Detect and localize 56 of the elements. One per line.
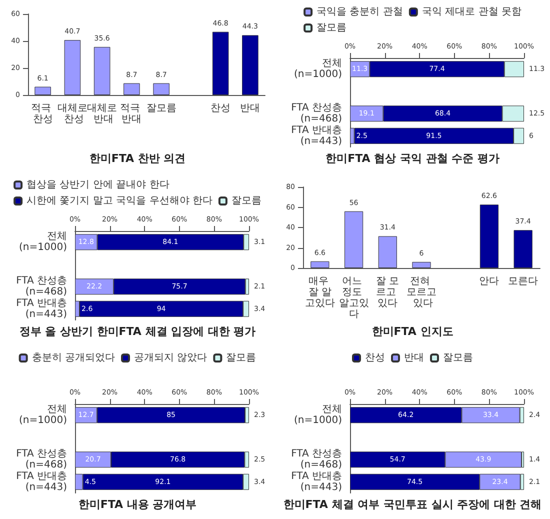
legend-label: 시한에 쫓기지 말고 국익을 우선해야 한다	[26, 196, 212, 206]
y-tick-label: FTA 찬성층(n=468)	[16, 276, 68, 298]
x-tick-label: 적극 찬성	[31, 103, 54, 125]
text: 한미FTA 찬반 의견	[89, 152, 186, 165]
x-tick-label: 대체로 반대	[87, 103, 118, 125]
legend-label: 잘모름	[231, 196, 262, 206]
bar	[34, 86, 51, 95]
text: 한미FTA 인지도	[372, 325, 454, 338]
bar	[153, 83, 170, 95]
x-tick-label: 반대	[240, 103, 260, 114]
y-tick-label: FTA 찬성층(n=468)	[16, 448, 68, 471]
bar	[94, 46, 110, 95]
x-tick-label: 어느 정도 알고있다	[338, 276, 369, 320]
bar	[480, 204, 499, 268]
bar	[378, 236, 397, 268]
text: 정부 올 상반기 한미FTA 체결 입장에 대한 평가	[19, 325, 256, 338]
text: 한미FTA 협상 국익 관철 수준 평가	[326, 152, 500, 165]
legend-label: 공개되지 않았다	[134, 352, 208, 364]
text: 한미FTA 내용 공개여부	[78, 498, 197, 511]
legend-label: 잘모름	[443, 352, 473, 364]
y-tick-label: 전체(n=1000)	[294, 404, 342, 426]
y-tick-label: 전체(n=1000)	[294, 58, 342, 80]
bar	[344, 211, 364, 268]
x-tick-label: 매우 잘 알고있다	[304, 276, 335, 309]
y-tick-label: FTA 반대층(n=443)	[16, 470, 68, 493]
bar	[310, 261, 330, 268]
legend-label: 국익 제대로 관철 못함	[422, 6, 522, 18]
x-tick-label: 전혀 모르고 있다	[406, 276, 436, 309]
x-tick-label: 잘 모르고 있다	[376, 276, 400, 309]
x-tick-label: 적극 반대	[120, 103, 144, 125]
x-tick-label: 대체로 찬성	[57, 103, 88, 125]
legend-label: 찬성	[365, 352, 385, 364]
y-tick-label: FTA 찬성층(n=468)	[291, 102, 342, 125]
x-tick-label: 안다	[479, 276, 500, 287]
text: 한미FTA 체결 여부 국민투표 실시 주장에 대한 견해	[283, 498, 542, 511]
bar	[412, 262, 431, 268]
legend-label: 잘모름	[226, 352, 256, 364]
bar	[64, 40, 81, 95]
legend-label: 협상을 상반기 안에 끝내야 한다	[26, 180, 170, 190]
x-tick-label: 잘모름	[146, 103, 176, 114]
bar	[514, 230, 532, 268]
legend-label: 반대	[404, 352, 424, 364]
bar	[124, 83, 140, 95]
legend-label: 국익을 충분히 관철	[316, 6, 403, 18]
x-tick-label: 찬성	[210, 103, 231, 114]
y-tick-label: 전체(n=1000)	[19, 404, 68, 426]
y-tick-label: FTA 반대층(n=443)	[291, 124, 342, 147]
bar	[242, 35, 258, 95]
legend-label: 충분히 공개되었다	[32, 352, 116, 364]
bar	[212, 32, 229, 95]
x-tick-label: 모른다	[508, 276, 538, 287]
y-tick-label: 전체(n=1000)	[19, 231, 68, 254]
y-tick-label: FTA 찬성층(n=468)	[291, 448, 342, 471]
y-tick-label: FTA 반대층(n=443)	[16, 298, 68, 320]
legend-label: 잘모름	[316, 22, 347, 34]
y-tick-label: FTA 반대층(n=443)	[291, 470, 342, 493]
